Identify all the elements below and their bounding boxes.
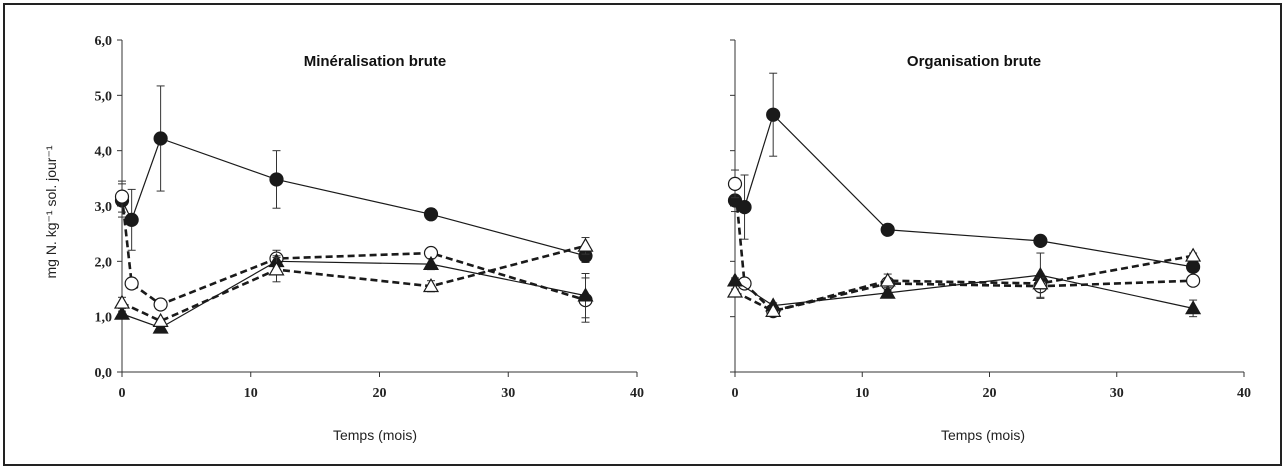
data-point <box>113 294 131 309</box>
y-tick-label: 0,0 <box>95 366 113 381</box>
series-line <box>121 137 586 257</box>
series-filled-triangle <box>726 252 1202 318</box>
y-tick-label: 4,0 <box>95 145 113 160</box>
data-point <box>766 107 781 122</box>
data-point <box>114 189 130 204</box>
data-point <box>577 237 594 252</box>
series-line <box>120 196 586 306</box>
x-tick-label: 0 <box>732 386 739 401</box>
data-point <box>153 297 168 312</box>
y-tick-label: 1,0 <box>95 311 113 326</box>
series-line <box>734 113 1194 268</box>
figure-frame <box>3 3 1282 466</box>
data-point <box>1185 247 1202 262</box>
data-point <box>737 200 752 215</box>
x-axis-label: Temps (mois) <box>333 427 417 443</box>
series-filled-circle <box>727 72 1201 274</box>
data-point <box>1032 275 1049 290</box>
y-tick-label: 5,0 <box>95 89 113 104</box>
data-point <box>422 255 440 270</box>
x-tick-label: 20 <box>373 386 387 401</box>
data-point <box>124 276 139 291</box>
x-tick-label: 40 <box>630 386 644 401</box>
data-point <box>879 272 896 287</box>
x-axis-label: Temps (mois) <box>941 427 1025 443</box>
data-point <box>727 176 743 191</box>
panel-title: Organisation brute <box>907 53 1041 70</box>
y-tick-label: 6,0 <box>95 34 113 49</box>
data-point <box>269 172 284 187</box>
data-point <box>765 302 782 317</box>
x-tick-label: 40 <box>1237 386 1251 401</box>
x-tick-label: 10 <box>244 386 258 401</box>
series-open-circle <box>114 180 593 323</box>
x-tick-label: 30 <box>1110 386 1124 401</box>
data-point <box>152 312 169 327</box>
series-open-circle <box>727 169 1201 319</box>
y-axis-label: mg N. kg⁻¹ sol. jour⁻¹ <box>43 145 59 278</box>
data-point <box>268 261 285 276</box>
data-point <box>726 283 744 298</box>
series-line <box>734 254 1194 313</box>
data-point <box>124 212 139 227</box>
data-point <box>1185 259 1201 274</box>
series-filled-triangle <box>113 253 594 334</box>
data-point <box>113 305 131 320</box>
panel-organisation: Organisation brute Temps (mois) 0 10 20 30 4… <box>726 39 1251 443</box>
data-point <box>1033 233 1048 248</box>
data-point <box>1185 300 1202 315</box>
panel-title: Minéralisation brute <box>304 53 447 70</box>
data-point <box>422 278 440 293</box>
series-line <box>121 260 586 329</box>
x-tick-label: 10 <box>855 386 869 401</box>
y-tick-label: 2,0 <box>95 255 113 270</box>
data-point <box>153 131 168 146</box>
series-filled-circle <box>114 85 593 263</box>
data-point <box>879 284 896 299</box>
data-point <box>577 287 594 302</box>
series-line <box>733 183 1194 313</box>
panel-mineralisation: Minéralisation brute Temps (mois) 0,0 1,0… <box>95 34 645 443</box>
data-point <box>423 207 439 222</box>
data-point <box>1185 273 1201 288</box>
data-point <box>880 222 895 237</box>
series-open-triangle <box>726 247 1202 317</box>
series-open-triangle <box>113 237 594 327</box>
y-tick-label: 3,0 <box>95 200 113 215</box>
x-tick-label: 30 <box>501 386 515 401</box>
x-tick-label: 0 <box>119 386 126 401</box>
x-tick-label: 20 <box>983 386 997 401</box>
